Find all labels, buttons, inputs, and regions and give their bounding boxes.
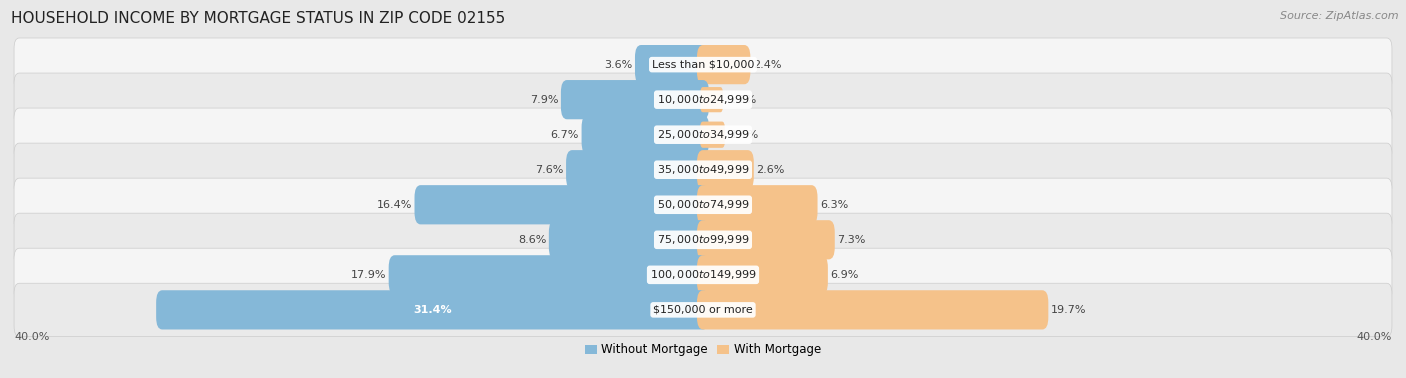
Text: 6.9%: 6.9% [831,270,859,280]
FancyBboxPatch shape [14,143,1392,196]
Text: $150,000 or more: $150,000 or more [654,305,752,315]
Text: $50,000 to $74,999: $50,000 to $74,999 [657,198,749,211]
Text: 7.3%: 7.3% [838,235,866,245]
Text: 6.7%: 6.7% [551,130,579,140]
Text: 16.4%: 16.4% [377,200,412,210]
Text: $100,000 to $149,999: $100,000 to $149,999 [650,268,756,281]
Text: 8.6%: 8.6% [517,235,547,245]
Text: $10,000 to $24,999: $10,000 to $24,999 [657,93,749,106]
Text: $25,000 to $34,999: $25,000 to $34,999 [657,128,749,141]
FancyBboxPatch shape [14,178,1392,231]
FancyBboxPatch shape [14,283,1392,336]
FancyBboxPatch shape [582,115,709,154]
Text: 6.3%: 6.3% [820,200,848,210]
FancyBboxPatch shape [636,45,709,84]
Legend: Without Mortgage, With Mortgage: Without Mortgage, With Mortgage [581,339,825,361]
FancyBboxPatch shape [567,150,709,189]
FancyBboxPatch shape [700,122,724,148]
FancyBboxPatch shape [388,255,709,294]
FancyBboxPatch shape [156,290,709,330]
Text: 3.6%: 3.6% [605,60,633,70]
FancyBboxPatch shape [561,80,709,119]
Text: HOUSEHOLD INCOME BY MORTGAGE STATUS IN ZIP CODE 02155: HOUSEHOLD INCOME BY MORTGAGE STATUS IN Z… [11,11,506,26]
Text: 7.6%: 7.6% [536,165,564,175]
FancyBboxPatch shape [14,108,1392,161]
FancyBboxPatch shape [697,150,754,189]
Text: 2.4%: 2.4% [754,60,782,70]
Text: 2.6%: 2.6% [756,165,785,175]
Text: $35,000 to $49,999: $35,000 to $49,999 [657,163,749,176]
Text: Source: ZipAtlas.com: Source: ZipAtlas.com [1281,11,1399,21]
Text: Less than $10,000: Less than $10,000 [652,60,754,70]
FancyBboxPatch shape [14,213,1392,266]
FancyBboxPatch shape [697,220,835,259]
Text: 40.0%: 40.0% [1357,332,1392,342]
Text: 1.1%: 1.1% [731,130,759,140]
FancyBboxPatch shape [14,38,1392,91]
Text: 7.9%: 7.9% [530,94,558,105]
Text: 40.0%: 40.0% [14,332,49,342]
Text: 1.0%: 1.0% [728,94,756,105]
Text: $75,000 to $99,999: $75,000 to $99,999 [657,233,749,246]
FancyBboxPatch shape [697,45,751,84]
FancyBboxPatch shape [14,73,1392,126]
FancyBboxPatch shape [548,220,709,259]
FancyBboxPatch shape [14,248,1392,302]
FancyBboxPatch shape [697,185,817,225]
FancyBboxPatch shape [415,185,709,225]
Text: 17.9%: 17.9% [350,270,387,280]
FancyBboxPatch shape [697,290,1049,330]
Text: 31.4%: 31.4% [413,305,451,315]
FancyBboxPatch shape [697,255,828,294]
Text: 19.7%: 19.7% [1050,305,1087,315]
FancyBboxPatch shape [700,87,723,112]
